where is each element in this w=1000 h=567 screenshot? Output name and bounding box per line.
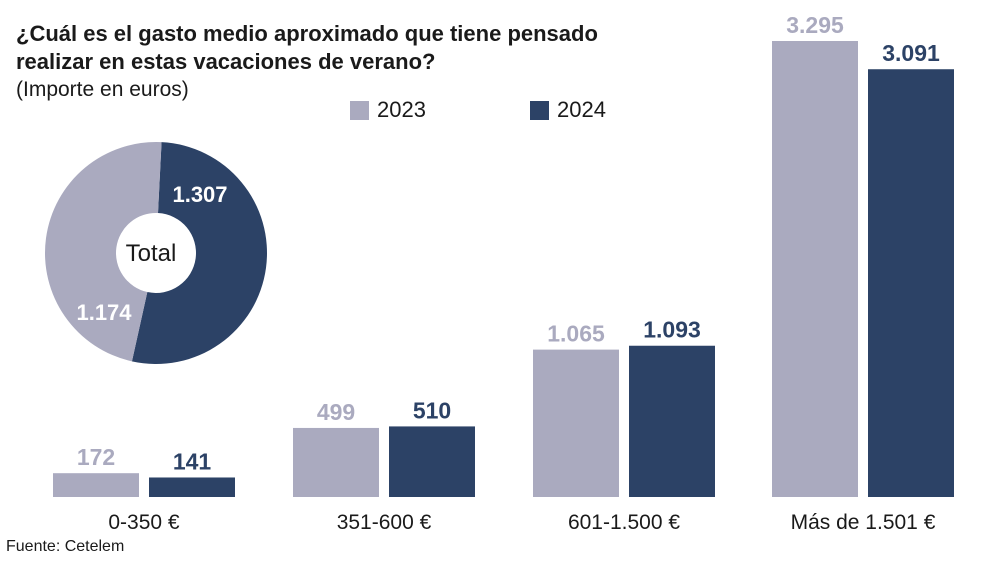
bar-value-2023-1: 172 — [77, 444, 115, 470]
category-label-4: Más de 1.501 € — [791, 511, 936, 534]
bar-2024-1 — [149, 477, 235, 497]
source-note: Fuente: Cetelem — [6, 538, 125, 555]
bar-2023-4 — [772, 41, 858, 497]
bar-2024-3 — [629, 345, 715, 497]
chart-subtitle: (Importe en euros) — [16, 78, 189, 101]
legend-item-2023: 2023 — [350, 97, 426, 123]
category-label-1: 0-350 € — [108, 511, 180, 534]
donut-slice-2024 — [131, 142, 267, 364]
legend-label-2023: 2023 — [377, 97, 426, 122]
donut-label-2024: 1.307 — [172, 182, 227, 207]
bar-value-2023-4: 3.295 — [786, 12, 844, 38]
legend-swatch-2023 — [350, 100, 369, 120]
bar-2023-2 — [293, 427, 379, 497]
bar-2023-3 — [533, 349, 619, 497]
category-label-3: 601-1.500 € — [568, 511, 680, 534]
bar-value-2024-4: 3.091 — [882, 40, 940, 66]
legend-item-2024: 2024 — [530, 97, 606, 123]
bar-value-2024-2: 510 — [413, 397, 451, 423]
donut-center-label: Total — [126, 240, 177, 267]
donut-label-2023: 1.174 — [76, 300, 132, 325]
bar-2023-1 — [53, 473, 139, 497]
chart-title: ¿Cuál es el gasto medio aproximado que t… — [16, 21, 598, 74]
legend-label-2024: 2024 — [557, 97, 606, 122]
bar-value-2024-3: 1.093 — [643, 317, 701, 343]
legend-swatch-2024 — [530, 100, 549, 120]
donut-slice-2023 — [44, 141, 162, 362]
bar-value-2023-3: 1.065 — [547, 321, 605, 347]
category-label-2: 351-600 € — [337, 511, 432, 534]
bar-value-2024-1: 141 — [173, 448, 212, 474]
bar-2024-2 — [389, 426, 475, 497]
bar-value-2023-2: 499 — [317, 399, 355, 425]
bar-2024-4 — [868, 69, 954, 497]
